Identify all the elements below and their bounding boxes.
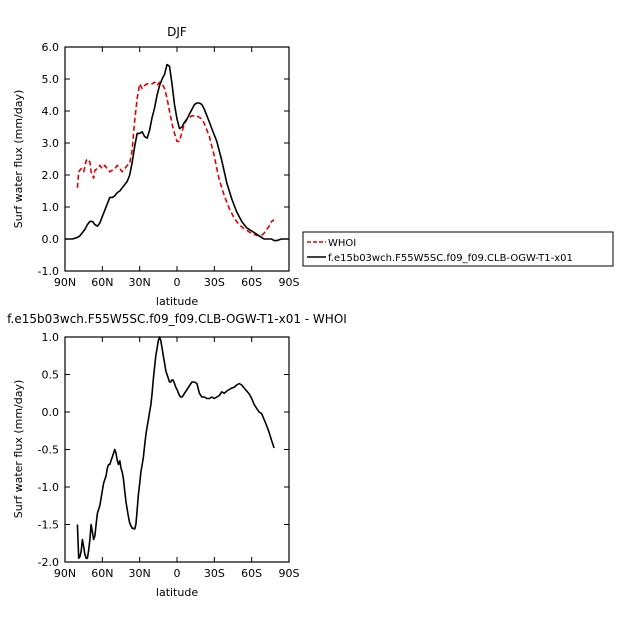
y-tick-label: 0.0 [42, 406, 60, 419]
bottom-plot-area: 90N 60N 30N 0 30S 60S 90S -2.0 -1.5 -1.0 -0.5 0.0 0.… [38, 331, 300, 580]
top-panel-title: DJF [167, 25, 187, 39]
y-tick-label: -0.5 [38, 444, 59, 457]
y-tick-label: 6.0 [42, 41, 60, 54]
y-tick-label: 0.5 [42, 369, 60, 382]
series-line-0-0 [76, 81, 275, 237]
y-tick-label: 1.0 [42, 201, 60, 214]
y-tick-label: -1.0 [38, 481, 59, 494]
y-tick-label: -1.0 [38, 265, 59, 278]
x-tick-label: 30N [129, 276, 151, 289]
x-tick-label: 0 [174, 276, 181, 289]
series-line-1-0 [76, 336, 275, 560]
y-tick-label: -1.5 [38, 519, 59, 532]
x-tick-label: 30N [129, 567, 151, 580]
y-tick-label: 4.0 [42, 105, 60, 118]
y-tick-label: 0.0 [42, 233, 60, 246]
y-tick-label: 2.0 [42, 169, 60, 182]
x-tick-label: 0 [174, 567, 181, 580]
x-tick-label: 90S [279, 276, 300, 289]
x-tick-label: 60S [241, 276, 262, 289]
bottom-x-axis-label: latitude [156, 586, 198, 599]
y-tick-label: 5.0 [42, 73, 60, 86]
legend: WHOI f.e15b03wch.F55W5SC.f09_f09.CLB-OGW… [302, 231, 614, 267]
x-tick-label: 90S [279, 567, 300, 580]
x-tick-label: 60N [91, 567, 113, 580]
top-plot-area: 90N 60N 30N 0 30S 60S 90S -1.0 0.0 1.0 2.0 3.0 4.0 5.… [38, 41, 300, 289]
legend-box [302, 231, 614, 267]
top-plot-frame [64, 46, 290, 272]
legend-label-model: f.e15b03wch.F55W5SC.f09_f09.CLB-OGW-T1-x… [328, 253, 573, 264]
x-tick-label: 30S [204, 567, 225, 580]
top-x-axis-label: latitude [156, 295, 198, 308]
top-y-axis-label: Surf water flux (mm/day) [12, 90, 25, 229]
y-tick-label: 1.0 [42, 331, 60, 344]
bottom-panel: f.e15b03wch.F55W5SC.f09_f09.CLB-OGW-T1-x… [7, 312, 347, 599]
x-tick-label: 90N [54, 276, 76, 289]
y-tick-label: -2.0 [38, 556, 59, 569]
bottom-panel-title: f.e15b03wch.F55W5SC.f09_f09.CLB-OGW-T1-x… [7, 312, 347, 326]
series-line-0-1 [65, 63, 289, 242]
x-tick-label: 30S [204, 276, 225, 289]
x-tick-label: 60S [241, 567, 262, 580]
bottom-plot-frame [64, 336, 290, 563]
bottom-y-axis-label: Surf water flux (mm/day) [12, 380, 25, 519]
x-tick-label: 60N [91, 276, 113, 289]
y-tick-label: 3.0 [42, 137, 60, 150]
legend-label-whoi: WHOI [328, 238, 356, 249]
x-tick-label: 90N [54, 567, 76, 580]
top-panel: DJF 90N 60N 30N 0 30S 60S 90S -1.0 0.0 1.0 2.0 3.0 4… [12, 25, 300, 308]
